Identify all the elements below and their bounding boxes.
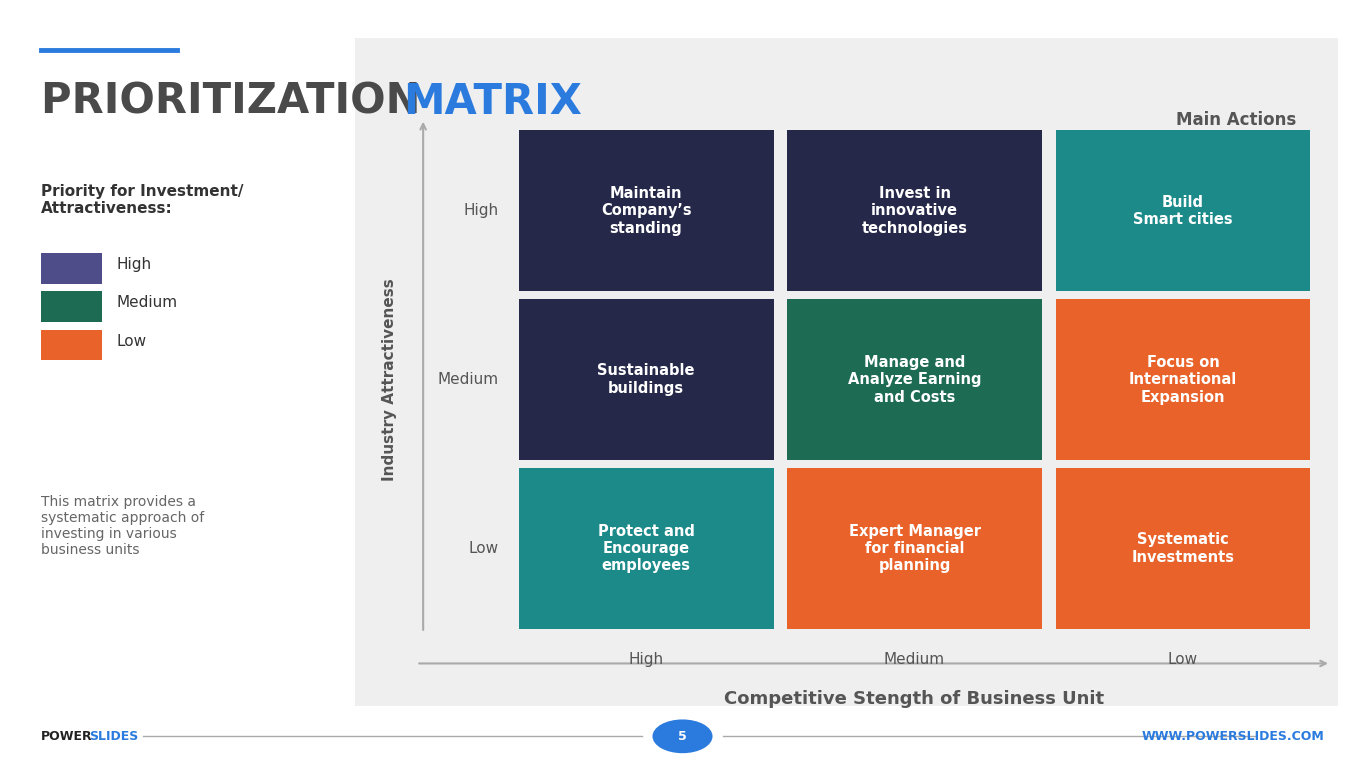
Text: PRIORITIZATION: PRIORITIZATION: [41, 81, 435, 123]
Text: High: High: [116, 257, 152, 272]
Text: Medium: Medium: [437, 372, 498, 387]
Text: Systematic
Investments: Systematic Investments: [1132, 532, 1234, 565]
Text: Priority for Investment/
Attractiveness:: Priority for Investment/ Attractiveness:: [41, 184, 243, 216]
Text: Manage and
Analyze Earning
and Costs: Manage and Analyze Earning and Costs: [848, 355, 981, 404]
Text: SLIDES: SLIDES: [89, 730, 138, 742]
Text: WWW.POWERSLIDES.COM: WWW.POWERSLIDES.COM: [1141, 730, 1324, 742]
Text: Protect and
Encourage
employees: Protect and Encourage employees: [598, 524, 695, 573]
Text: 5: 5: [678, 730, 687, 742]
Text: Low: Low: [116, 334, 146, 349]
Text: High: High: [463, 203, 498, 219]
Text: Build
Smart cities: Build Smart cities: [1133, 195, 1233, 227]
Text: Expert Manager
for financial
planning: Expert Manager for financial planning: [849, 524, 980, 573]
Text: Maintain
Company’s
standing: Maintain Company’s standing: [601, 186, 692, 235]
Text: Medium: Medium: [116, 295, 177, 311]
Text: Sustainable
buildings: Sustainable buildings: [598, 364, 695, 396]
Text: Low: Low: [1168, 652, 1198, 667]
Text: High: High: [628, 652, 663, 667]
Text: Medium: Medium: [885, 652, 945, 667]
Text: This matrix provides a
systematic approach of
investing in various
business unit: This matrix provides a systematic approa…: [41, 495, 205, 558]
Text: Competitive Stength of Business Unit: Competitive Stength of Business Unit: [725, 690, 1104, 708]
Text: MATRIX: MATRIX: [403, 81, 581, 123]
Text: Low: Low: [468, 541, 498, 556]
Text: Invest in
innovative
technologies: Invest in innovative technologies: [861, 186, 968, 235]
Text: Main Actions: Main Actions: [1177, 111, 1297, 129]
Text: Focus on
International
Expansion: Focus on International Expansion: [1129, 355, 1237, 404]
Text: POWER: POWER: [41, 730, 93, 742]
Text: Industry Attractiveness: Industry Attractiveness: [382, 278, 396, 481]
